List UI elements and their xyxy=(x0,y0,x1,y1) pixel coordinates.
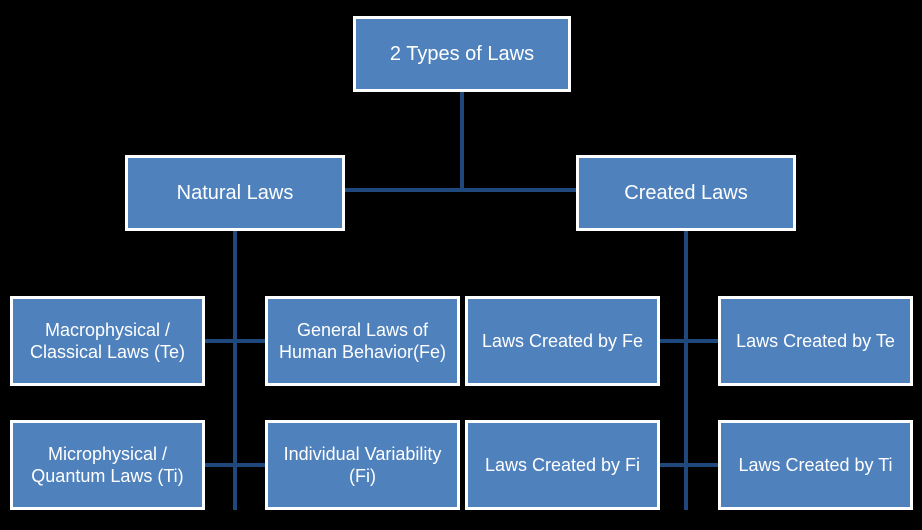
connector xyxy=(684,231,688,510)
node-label: Created Laws xyxy=(624,181,747,206)
connector xyxy=(460,92,464,190)
node-label: 2 Types of Laws xyxy=(390,42,534,67)
connector xyxy=(660,463,718,467)
node-label: Macrophysical / Classical Laws (Te) xyxy=(19,319,196,364)
node-label: Microphysical / Quantum Laws (Ti) xyxy=(19,443,196,488)
ti-node: Laws Created by Ti xyxy=(718,420,913,510)
connector xyxy=(660,339,718,343)
node-label: Individual Variability (Fi) xyxy=(274,443,451,488)
macro-node: Macrophysical / Classical Laws (Te) xyxy=(10,296,205,386)
created-node: Created Laws xyxy=(576,155,796,231)
connector xyxy=(233,231,237,510)
node-label: Laws Created by Fe xyxy=(482,330,643,353)
fi-node: Laws Created by Fi xyxy=(465,420,660,510)
node-label: Natural Laws xyxy=(177,181,294,206)
connector xyxy=(205,339,265,343)
te-node: Laws Created by Te xyxy=(718,296,913,386)
micro-node: Microphysical / Quantum Laws (Ti) xyxy=(10,420,205,510)
node-label: Laws Created by Te xyxy=(736,330,895,353)
connector xyxy=(205,463,265,467)
natural-node: Natural Laws xyxy=(125,155,345,231)
general-node: General Laws of Human Behavior(Fe) xyxy=(265,296,460,386)
fe-node: Laws Created by Fe xyxy=(465,296,660,386)
root-node: 2 Types of Laws xyxy=(353,16,571,92)
indiv-node: Individual Variability (Fi) xyxy=(265,420,460,510)
node-label: Laws Created by Ti xyxy=(738,454,892,477)
node-label: Laws Created by Fi xyxy=(485,454,640,477)
node-label: General Laws of Human Behavior(Fe) xyxy=(274,319,451,364)
